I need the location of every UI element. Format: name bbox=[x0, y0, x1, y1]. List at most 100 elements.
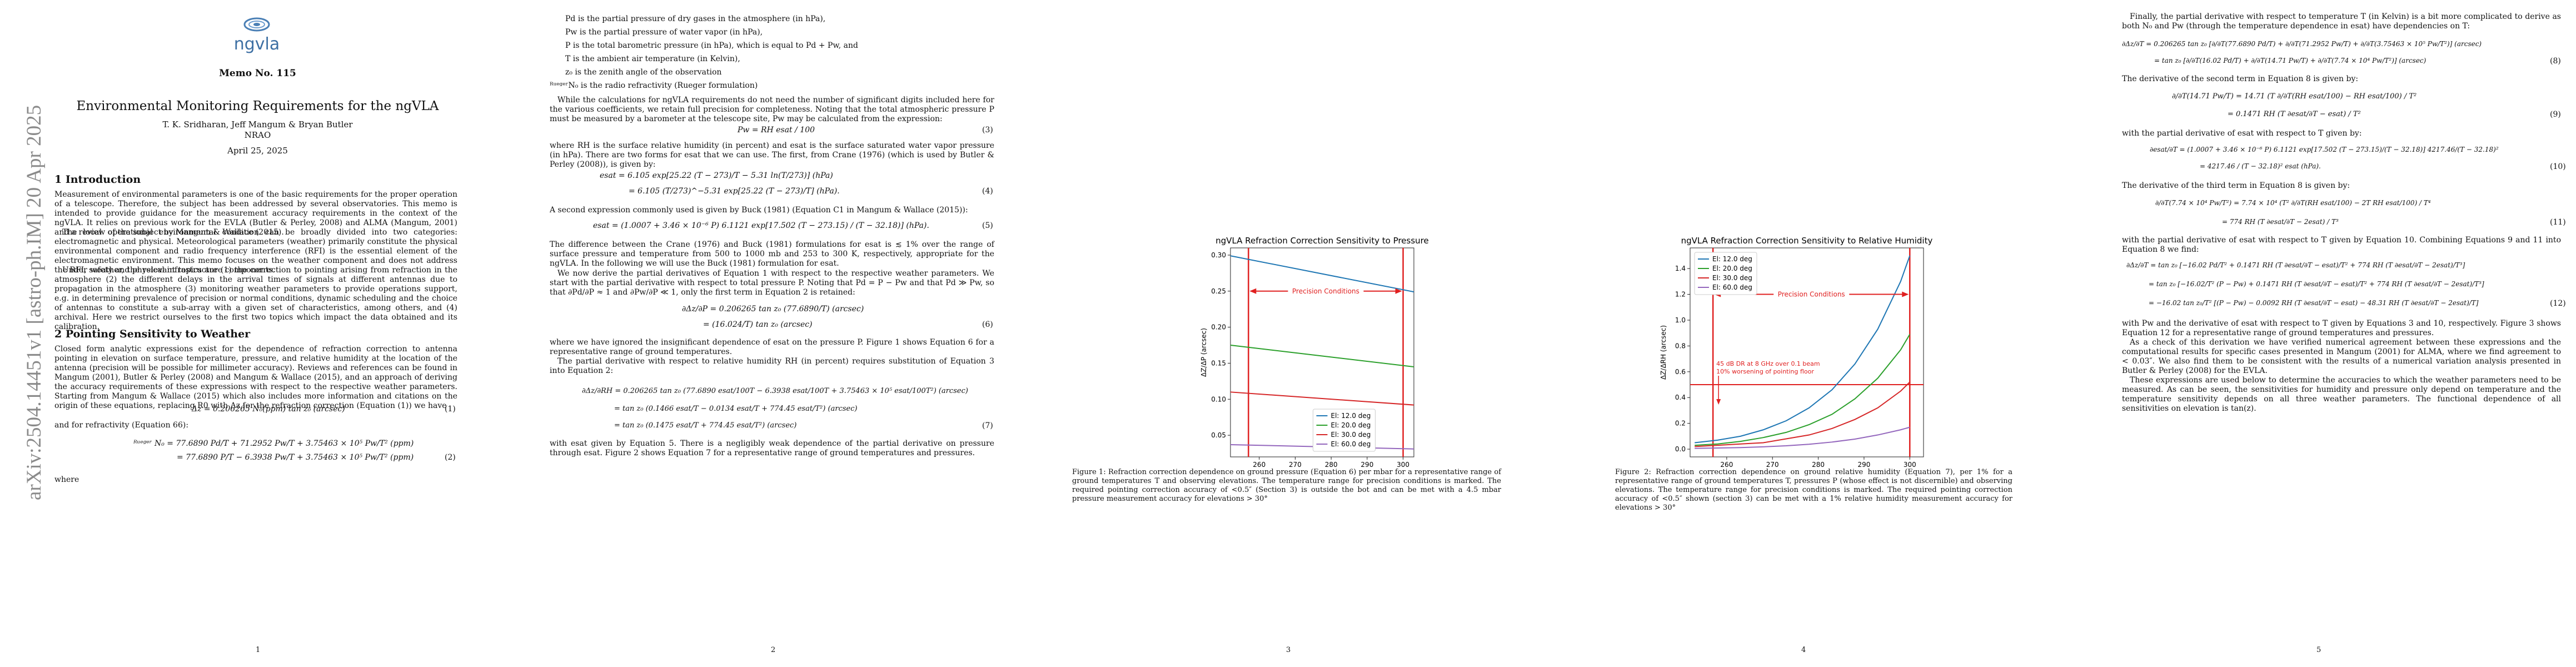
x-tick-label: 300 bbox=[1904, 461, 1916, 467]
ngvla-logo: ngvla bbox=[229, 12, 285, 54]
page-3: ngVLA Refraction Correction Sensitivity … bbox=[1030, 0, 1546, 667]
series-line bbox=[1230, 345, 1414, 367]
legend-label: El: 12.0 deg bbox=[1712, 255, 1752, 263]
date: April 25, 2025 bbox=[227, 146, 288, 156]
page-number-2: 2 bbox=[771, 646, 776, 654]
x-tick-label: 290 bbox=[1361, 461, 1373, 467]
equation-4-number: (4) bbox=[982, 187, 993, 196]
chart-title: ngVLA Refraction Correction Sensitivity … bbox=[1681, 236, 1933, 246]
equation-4-line-1: esat = 6.105 exp[25.22 (T − 273)/T − 5.3… bbox=[600, 171, 833, 180]
y-tick-label: 0.6 bbox=[1675, 368, 1686, 376]
series-line bbox=[1695, 334, 1911, 446]
figure-1-caption: Figure 1: Refraction correction dependen… bbox=[1072, 468, 1501, 503]
x-tick-label: 260 bbox=[1720, 461, 1733, 467]
y-tick-label: 0.25 bbox=[1211, 287, 1226, 295]
equation-7-line-2: = tan z₀ (0.1466 esat/T − 0.0134 esat/T … bbox=[614, 405, 858, 413]
equation-9-line-2: = 0.1471 RH (T ∂esat/∂T − esat) / T² bbox=[2228, 110, 2361, 118]
equation-7-line-3: = tan z₀ (0.1475 esat/T + 774.45 esat/T²… bbox=[614, 421, 797, 430]
figure-2-caption: Figure 2: Refraction correction dependen… bbox=[1615, 468, 2012, 512]
legend-label: El: 20.0 deg bbox=[1331, 421, 1371, 429]
definition-item: z₀ is the zenith angle of the observatio… bbox=[565, 68, 722, 77]
memo-number: Memo No. 115 bbox=[219, 68, 296, 79]
x-tick-label: 260 bbox=[1253, 461, 1265, 467]
logo-arc-icon bbox=[243, 17, 270, 32]
page-5: Finally, the partial derivative with res… bbox=[2061, 0, 2576, 667]
section-1-heading: 1 Introduction bbox=[54, 173, 141, 186]
page-number-5: 5 bbox=[2316, 646, 2321, 654]
page-5-paragraph-3: with the partial derivative of esat with… bbox=[2122, 129, 2362, 138]
equation-1: Δz = 0.206265 N₀(ppm) tan z₀ (arcsec) bbox=[192, 405, 345, 414]
equation-1-number: (1) bbox=[445, 405, 456, 414]
arrowhead-right-icon bbox=[1902, 291, 1909, 297]
x-tick-label: 300 bbox=[1397, 461, 1409, 467]
arrowhead-right-icon bbox=[1395, 288, 1402, 294]
equation-8-number: (8) bbox=[2550, 57, 2561, 66]
y-axis-label: ΔZ/ΔP (arcsec) bbox=[1200, 328, 1208, 377]
section-2-heading: 2 Pointing Sensitivity to Weather bbox=[54, 328, 251, 340]
y-tick-label: 1.0 bbox=[1675, 316, 1686, 324]
page-5-paragraph-4: The derivative of the third term in Equa… bbox=[2122, 181, 2350, 190]
equation-11-line-2: = 774 RH (T ∂esat/∂T − 2esat) / T³ bbox=[2222, 218, 2339, 226]
y-tick-label: 0.2 bbox=[1675, 420, 1686, 427]
equation-4-line-2: = 6.105 (T/273)^−5.31 exp[25.22 (T − 273… bbox=[629, 187, 840, 196]
page-number-4: 4 bbox=[1801, 646, 1806, 654]
chart-title: ngVLA Refraction Correction Sensitivity … bbox=[1215, 236, 1429, 246]
page-5-paragraph-6: with Pw and the derivative of esat with … bbox=[2122, 319, 2561, 337]
page-number-3: 3 bbox=[1286, 646, 1291, 654]
page-2-paragraph-2: where RH is the surface relative humidit… bbox=[550, 141, 994, 169]
page-number-1: 1 bbox=[256, 646, 261, 654]
threshold-annotation-text: 10% worsening of pointing floor bbox=[1716, 368, 1814, 375]
x-tick-label: 290 bbox=[1857, 461, 1870, 467]
series-line bbox=[1695, 381, 1910, 447]
equation-8-line-1: ∂Δz/∂T = 0.206265 tan z₀ [∂/∂T(77.6890 P… bbox=[2122, 40, 2482, 48]
y-tick-label: 0.30 bbox=[1211, 251, 1226, 259]
paper-title: Environmental Monitoring Requirements fo… bbox=[76, 99, 439, 113]
y-tick-label: 1.2 bbox=[1675, 291, 1686, 298]
equation-12-line-2: = tan z₀ [−16.02/T² (P − Pw) + 0.1471 RH… bbox=[2149, 280, 2484, 288]
series-line bbox=[1230, 255, 1414, 293]
page-5-paragraph-2: The derivative of the second term in Equ… bbox=[2122, 74, 2359, 83]
definition-item: Pd is the partial pressure of dry gases … bbox=[565, 14, 826, 23]
page-2-paragraph-1: While the calculations for ngVLA require… bbox=[550, 96, 994, 123]
page-2: Pd is the partial pressure of dry gases … bbox=[515, 0, 1030, 667]
intro-paragraph-1: Measurement of environmental parameters … bbox=[54, 190, 457, 237]
page-2-paragraph-8: with esat given by Equation 5. There is … bbox=[550, 439, 994, 457]
page-4: ngVLA Refraction Correction Sensitivity … bbox=[1546, 0, 2061, 667]
equation-5-number: (5) bbox=[982, 221, 993, 230]
page-2-paragraph-6: where we have ignored the insignificant … bbox=[550, 338, 994, 356]
legend-label: El: 12.0 deg bbox=[1331, 412, 1371, 420]
series-line bbox=[1230, 391, 1414, 406]
equation-12-number: (12) bbox=[2550, 299, 2566, 308]
equation-12-line-1: ∂Δz/∂T = tan z₀ [−16.02 Pd/T² + 0.1471 R… bbox=[2126, 261, 2465, 269]
page-5-paragraph-8: These expressions are used below to dete… bbox=[2122, 376, 2561, 413]
equation-2-number: (2) bbox=[445, 453, 456, 462]
x-tick-label: 280 bbox=[1812, 461, 1825, 467]
legend-label: El: 60.0 deg bbox=[1712, 283, 1752, 291]
series-line bbox=[1695, 255, 1911, 444]
equation-10-line-2: = 4217.46 / (T − 32.18)² esat (hPa). bbox=[2200, 162, 2321, 170]
x-tick-label: 280 bbox=[1325, 461, 1338, 467]
series-line bbox=[1695, 426, 1910, 449]
legend-label: El: 30.0 deg bbox=[1331, 431, 1371, 439]
y-tick-label: 0.8 bbox=[1675, 342, 1686, 350]
equation-6-line-2: = (16.024/T) tan z₀ (arcsec) bbox=[703, 320, 813, 329]
equation-3: Pw = RH esat / 100 bbox=[738, 126, 815, 135]
threshold-annotation-text: 45 dB DR at 8 GHz over 0.1 beam bbox=[1716, 360, 1820, 367]
figure-1-chart: ngVLA Refraction Correction Sensitivity … bbox=[1200, 236, 1429, 467]
equation-11-line-1: ∂/∂T(7.74 × 10⁴ Pw/T²) = 7.74 × 10⁴ (T² … bbox=[2155, 199, 2431, 207]
threshold-arrowhead-icon bbox=[1716, 399, 1721, 405]
y-tick-label: 0.4 bbox=[1675, 394, 1686, 401]
y-axis-label: ΔZ/ΔRH (arcsec) bbox=[1660, 325, 1667, 380]
x-tick-label: 270 bbox=[1766, 461, 1779, 467]
equation-10-number: (10) bbox=[2550, 162, 2566, 171]
logo-text: ngvla bbox=[233, 34, 280, 54]
equation-12-line-3: = −16.02 tan z₀/T² [(P − Pw) − 0.0092 RH… bbox=[2149, 299, 2479, 307]
y-tick-label: 1.4 bbox=[1675, 265, 1686, 272]
equation-3-number: (3) bbox=[982, 126, 993, 135]
definition-item: P is the total barometric pressure (in h… bbox=[565, 41, 858, 50]
where-label: where bbox=[54, 475, 79, 484]
precision-conditions-label: Precision Conditions bbox=[1292, 287, 1359, 295]
legend-box bbox=[1313, 409, 1376, 452]
section-2-paragraph-2: and for refractivity (Equation 66): bbox=[54, 421, 189, 430]
equation-6-number: (6) bbox=[982, 320, 993, 329]
